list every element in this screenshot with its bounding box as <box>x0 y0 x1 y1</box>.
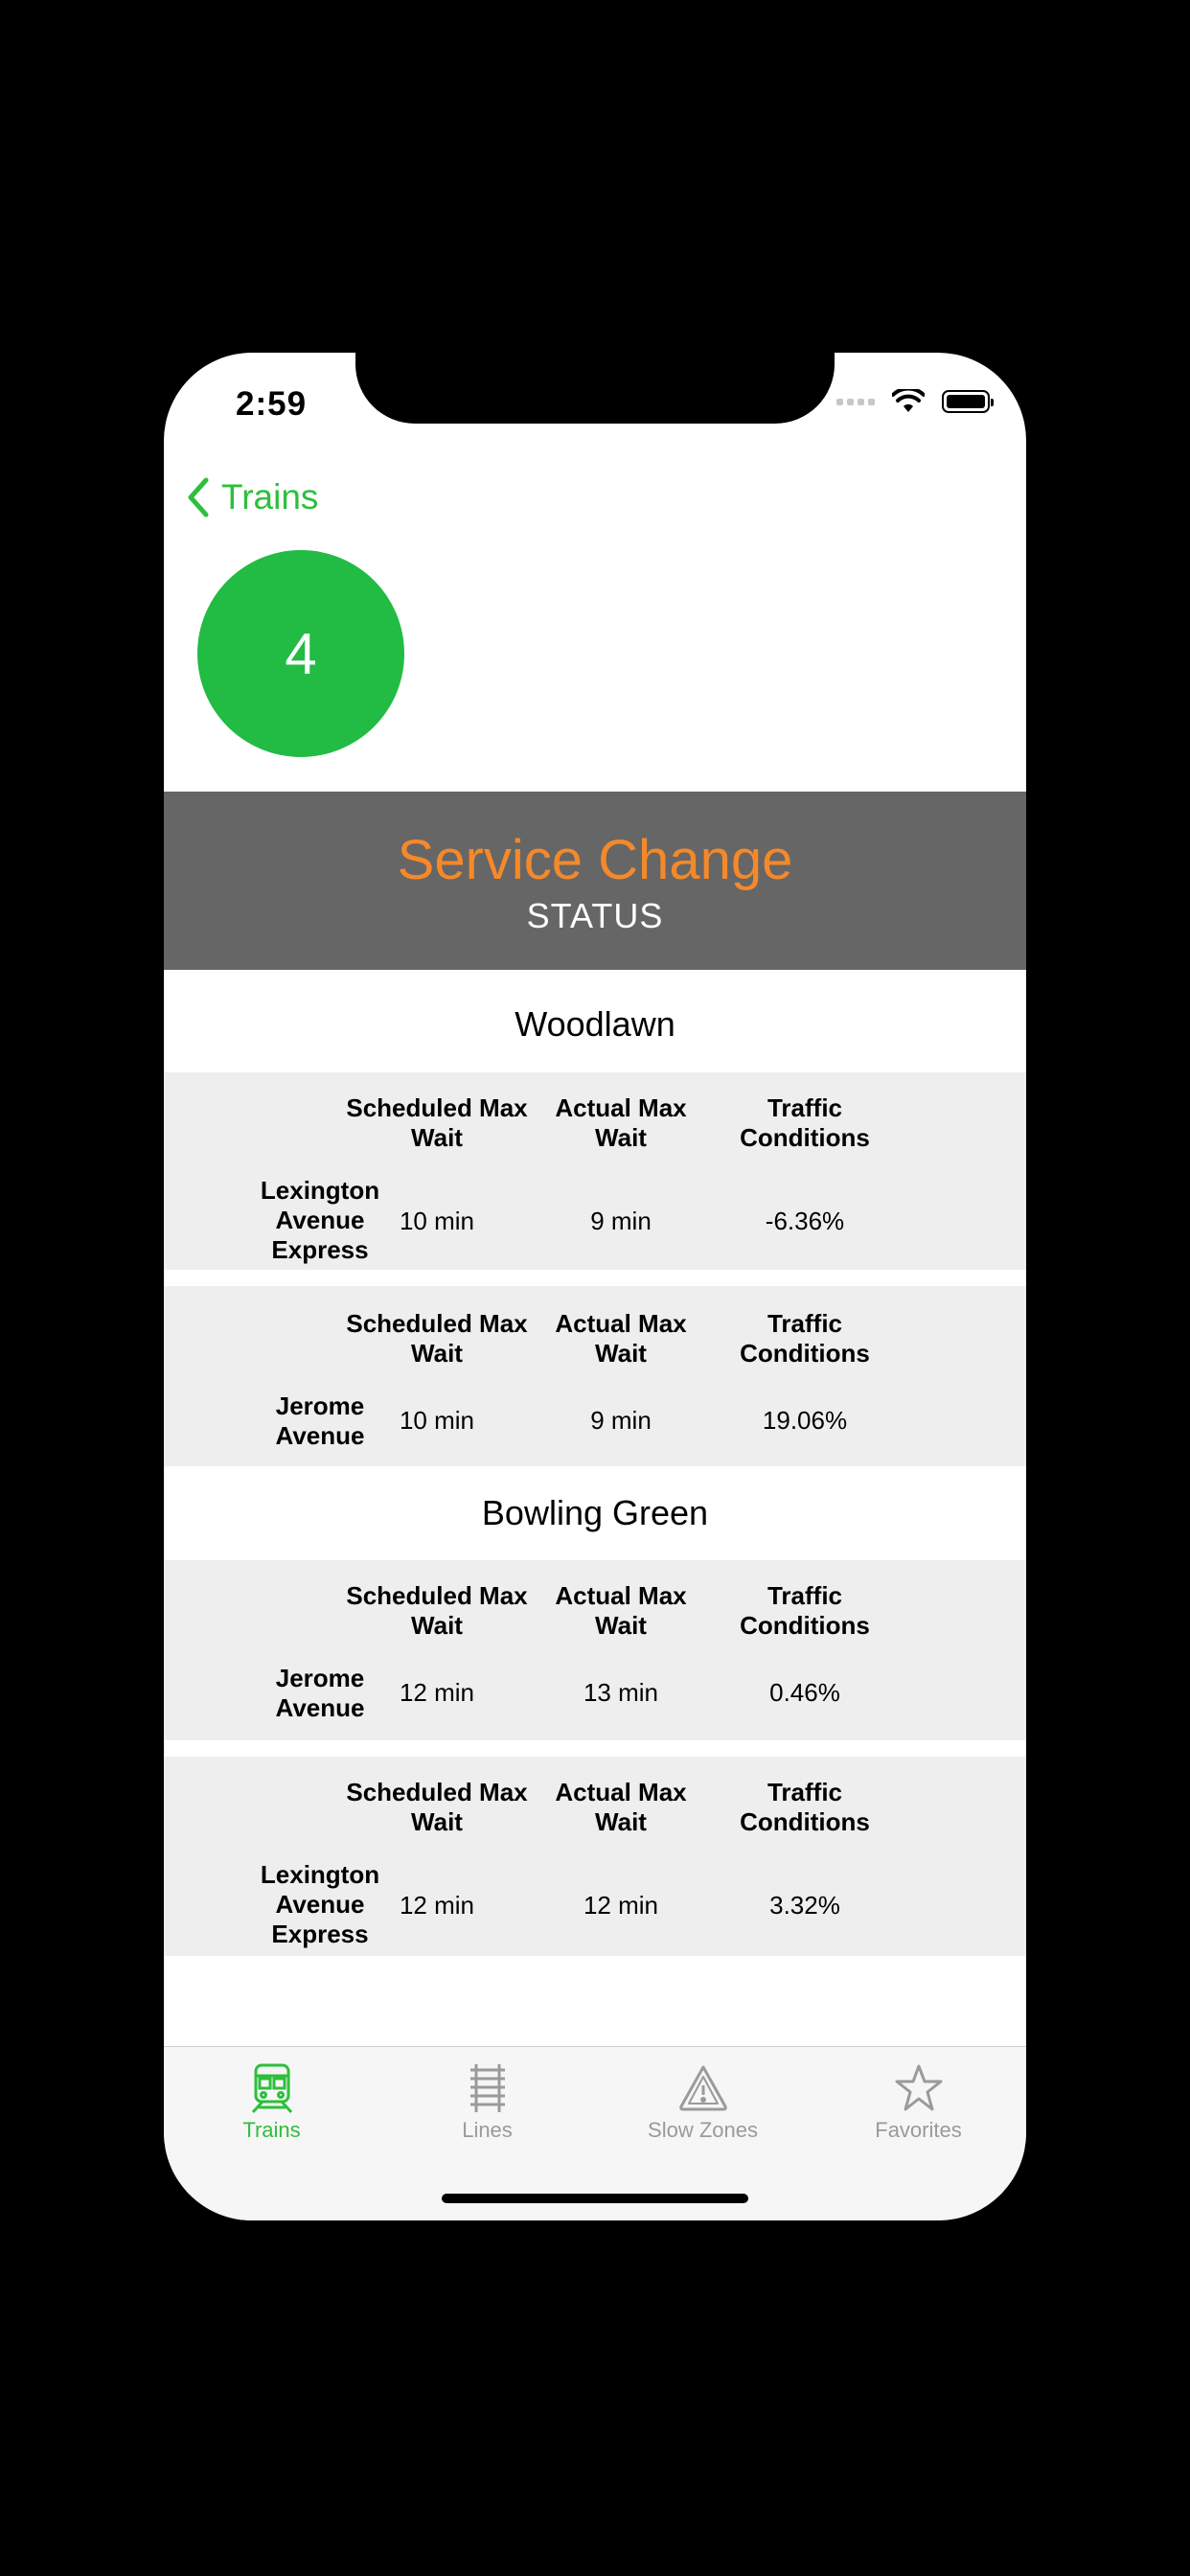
tab-trains[interactable]: Trains <box>164 2047 379 2162</box>
chevron-left-icon <box>188 477 209 518</box>
tab-slow-zones[interactable]: Slow Zones <box>595 2047 811 2162</box>
train-icon <box>251 2063 292 2114</box>
route-name: Jerome Avenue <box>275 1392 365 1450</box>
header-scheduled: Scheduled Max Wait <box>346 1093 528 1152</box>
line-badge: 4 <box>197 550 404 757</box>
wifi-icon <box>892 389 925 412</box>
route-name: Lexington Avenue Express <box>260 1176 380 1264</box>
status-subtitle: STATUS <box>526 896 664 935</box>
status-icons <box>836 389 994 414</box>
status-time: 2:59 <box>236 385 308 423</box>
table-row: Scheduled Max Wait Actual Max Wait Traff… <box>164 1757 1026 1956</box>
actual-wait: 9 min <box>590 1207 652 1235</box>
route-name: Jerome Avenue <box>275 1664 365 1722</box>
traffic-conditions: -6.36% <box>765 1207 845 1235</box>
header-scheduled: Scheduled Max Wait <box>346 1581 528 1640</box>
table-row: Scheduled Max Wait Actual Max Wait Traff… <box>164 1286 1026 1466</box>
table-row: Scheduled Max Wait Actual Max Wait Traff… <box>164 1560 1026 1740</box>
battery-icon <box>942 390 994 413</box>
header-actual: Actual Max Wait <box>555 1093 687 1152</box>
header-actual: Actual Max Wait <box>555 1581 687 1640</box>
header-scheduled: Scheduled Max Wait <box>346 1778 528 1836</box>
back-button[interactable]: Trains <box>187 477 318 518</box>
actual-wait: 13 min <box>583 1678 659 1707</box>
traffic-conditions: 19.06% <box>762 1406 848 1435</box>
section-title: Bowling Green <box>481 1493 709 1532</box>
tab-label: Slow Zones <box>648 2118 758 2142</box>
signal-icon <box>836 398 875 405</box>
back-label: Trains <box>221 477 319 517</box>
actual-wait: 12 min <box>583 1891 659 1920</box>
tab-lines[interactable]: Lines <box>379 2047 595 2162</box>
phone-screen: 2:59 Trains 4 Service Change STATUS Wood… <box>164 353 1026 2220</box>
scheduled-wait: 10 min <box>399 1207 475 1235</box>
scheduled-wait: 12 min <box>399 1678 475 1707</box>
notch <box>355 353 835 424</box>
home-indicator[interactable] <box>442 2194 748 2203</box>
header-traffic: Traffic Conditions <box>740 1093 870 1152</box>
status-banner: Service Change STATUS <box>164 792 1026 970</box>
tab-label: Trains <box>242 2118 301 2142</box>
warning-icon <box>678 2065 727 2111</box>
scheduled-wait: 10 min <box>399 1406 475 1435</box>
status-title: Service Change <box>397 829 793 891</box>
tracks-icon <box>469 2064 505 2112</box>
header-actual: Actual Max Wait <box>555 1309 687 1368</box>
header-actual: Actual Max Wait <box>555 1778 687 1836</box>
tab-favorites[interactable]: Favorites <box>811 2047 1026 2162</box>
table-row: Scheduled Max Wait Actual Max Wait Traff… <box>164 1072 1026 1270</box>
actual-wait: 9 min <box>590 1406 652 1435</box>
tab-label: Favorites <box>875 2118 962 2142</box>
tab-bar: Trains Lines Slow Zones <box>164 2046 1026 2220</box>
traffic-conditions: 0.46% <box>769 1678 840 1707</box>
section-title: Woodlawn <box>515 1004 675 1044</box>
scheduled-wait: 12 min <box>399 1891 475 1920</box>
header-traffic: Traffic Conditions <box>740 1309 870 1368</box>
header-traffic: Traffic Conditions <box>740 1778 870 1836</box>
tab-label: Lines <box>462 2118 513 2142</box>
traffic-conditions: 3.32% <box>769 1891 840 1920</box>
header-scheduled: Scheduled Max Wait <box>346 1309 528 1368</box>
header-traffic: Traffic Conditions <box>740 1581 870 1640</box>
route-name: Lexington Avenue Express <box>260 1860 380 1948</box>
star-icon <box>895 2064 942 2111</box>
